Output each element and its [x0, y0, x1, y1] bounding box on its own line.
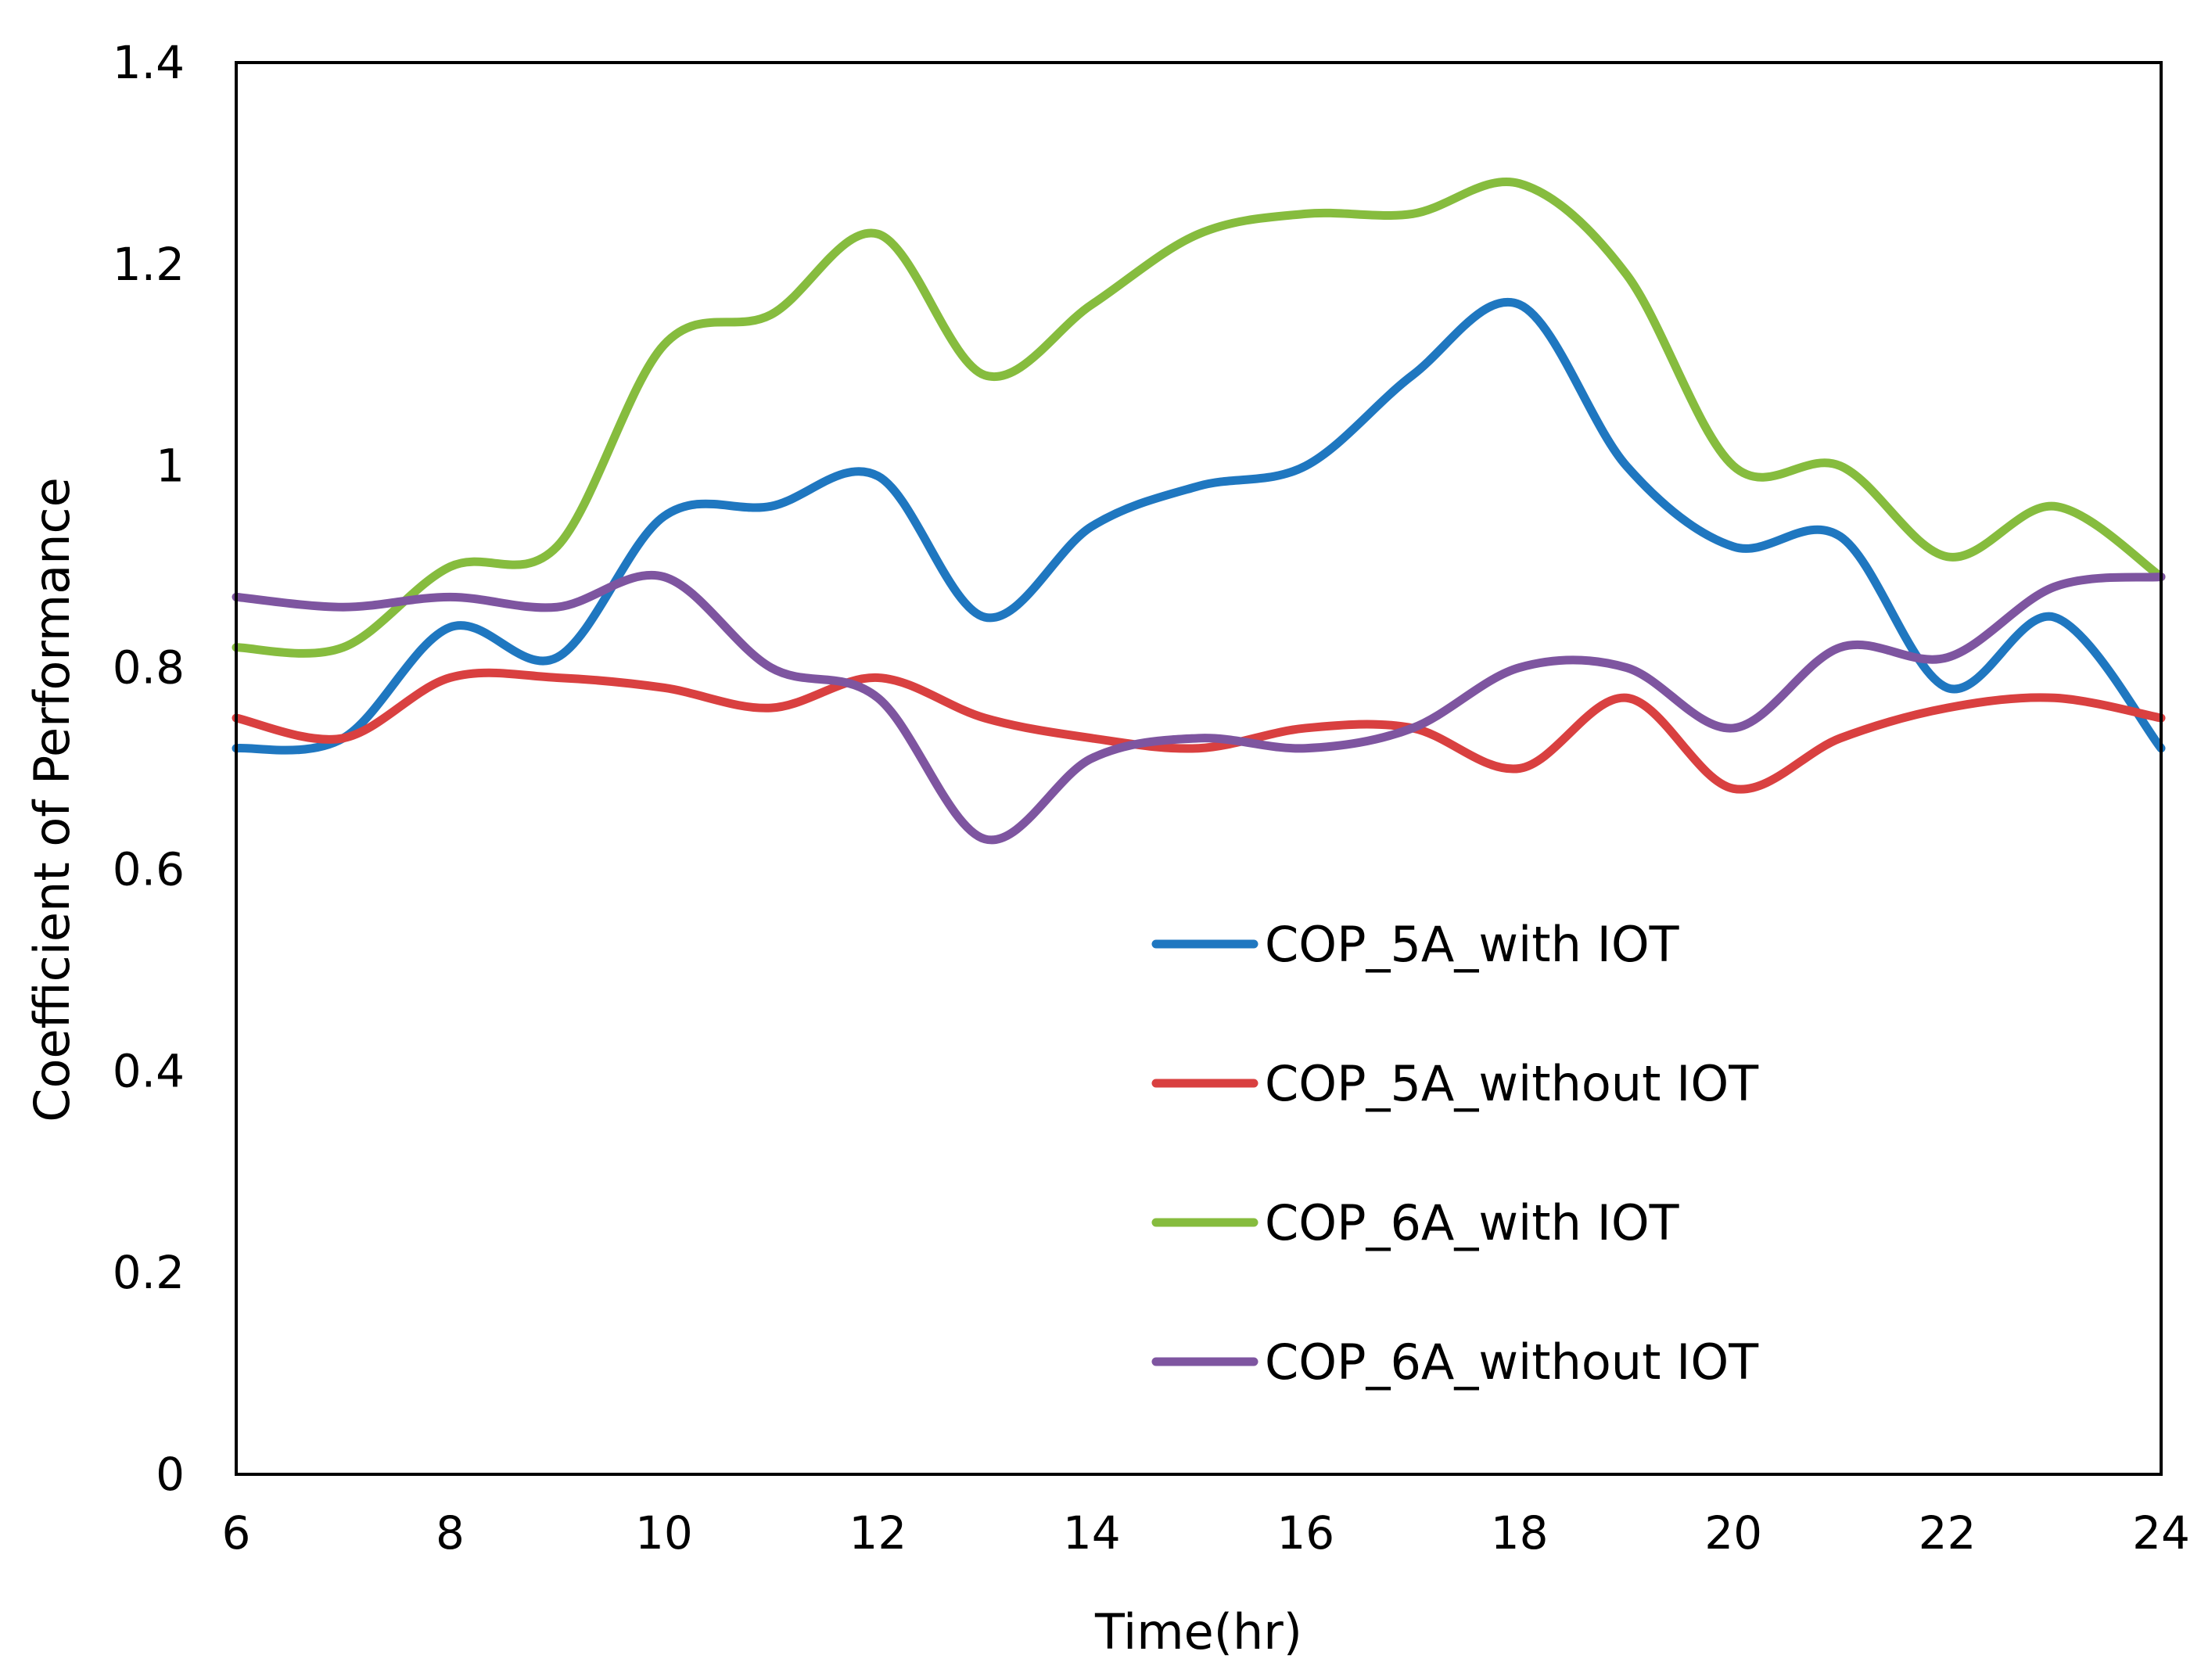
- legend-label-1: COP_5A_with IOT: [1265, 916, 1680, 973]
- x-tick-label: 18: [1491, 1506, 1549, 1560]
- x-tick-label: 14: [1063, 1506, 1121, 1560]
- x-tick-label: 16: [1276, 1506, 1334, 1560]
- series-layer: [232, 178, 2166, 845]
- plot-frame: [235, 61, 2163, 1476]
- x-tick-label: 22: [1919, 1506, 1977, 1560]
- y-tick-label: 1: [156, 440, 185, 493]
- legend: COP_5A_with IOT COP_5A_without IOT COP_6A_…: [1151, 916, 1759, 1391]
- x-tick-label: 8: [436, 1506, 465, 1560]
- y-tick-label: 0.6: [113, 842, 185, 896]
- x-axis-ticks: 6 8 10 12 14 16 18 20 22 24: [222, 1506, 2190, 1560]
- y-tick-label: 0.4: [113, 1044, 185, 1097]
- y-tick-label: 0.8: [113, 641, 185, 695]
- series-line-4: [232, 570, 2166, 845]
- y-axis-ticks: 0 0.2 0.4 0.6 0.8 1 1.2 1.4: [113, 36, 185, 1501]
- x-tick-label: 24: [2132, 1506, 2190, 1560]
- y-tick-label: 1.2: [113, 238, 185, 291]
- y-axis-title: Coefficient of Performance: [23, 477, 81, 1122]
- legend-label-2: COP_5A_without IOT: [1265, 1055, 1759, 1112]
- legend-label-3: COP_6A_with IOT: [1265, 1194, 1680, 1251]
- x-tick-label: 10: [635, 1506, 693, 1560]
- y-tick-label: 0: [156, 1448, 185, 1501]
- series-line-1: [232, 298, 2166, 755]
- x-tick-label: 6: [222, 1506, 251, 1560]
- x-tick-label: 12: [849, 1506, 907, 1560]
- series-line-2: [232, 668, 2166, 794]
- y-tick-label: 0.2: [113, 1246, 185, 1299]
- y-tick-label: 1.4: [113, 36, 185, 89]
- x-axis-title: Time(hr): [1094, 1603, 1302, 1660]
- series-line-3: [232, 178, 2166, 658]
- legend-label-4: COP_6A_without IOT: [1265, 1334, 1759, 1391]
- x-tick-label: 20: [1704, 1506, 1762, 1560]
